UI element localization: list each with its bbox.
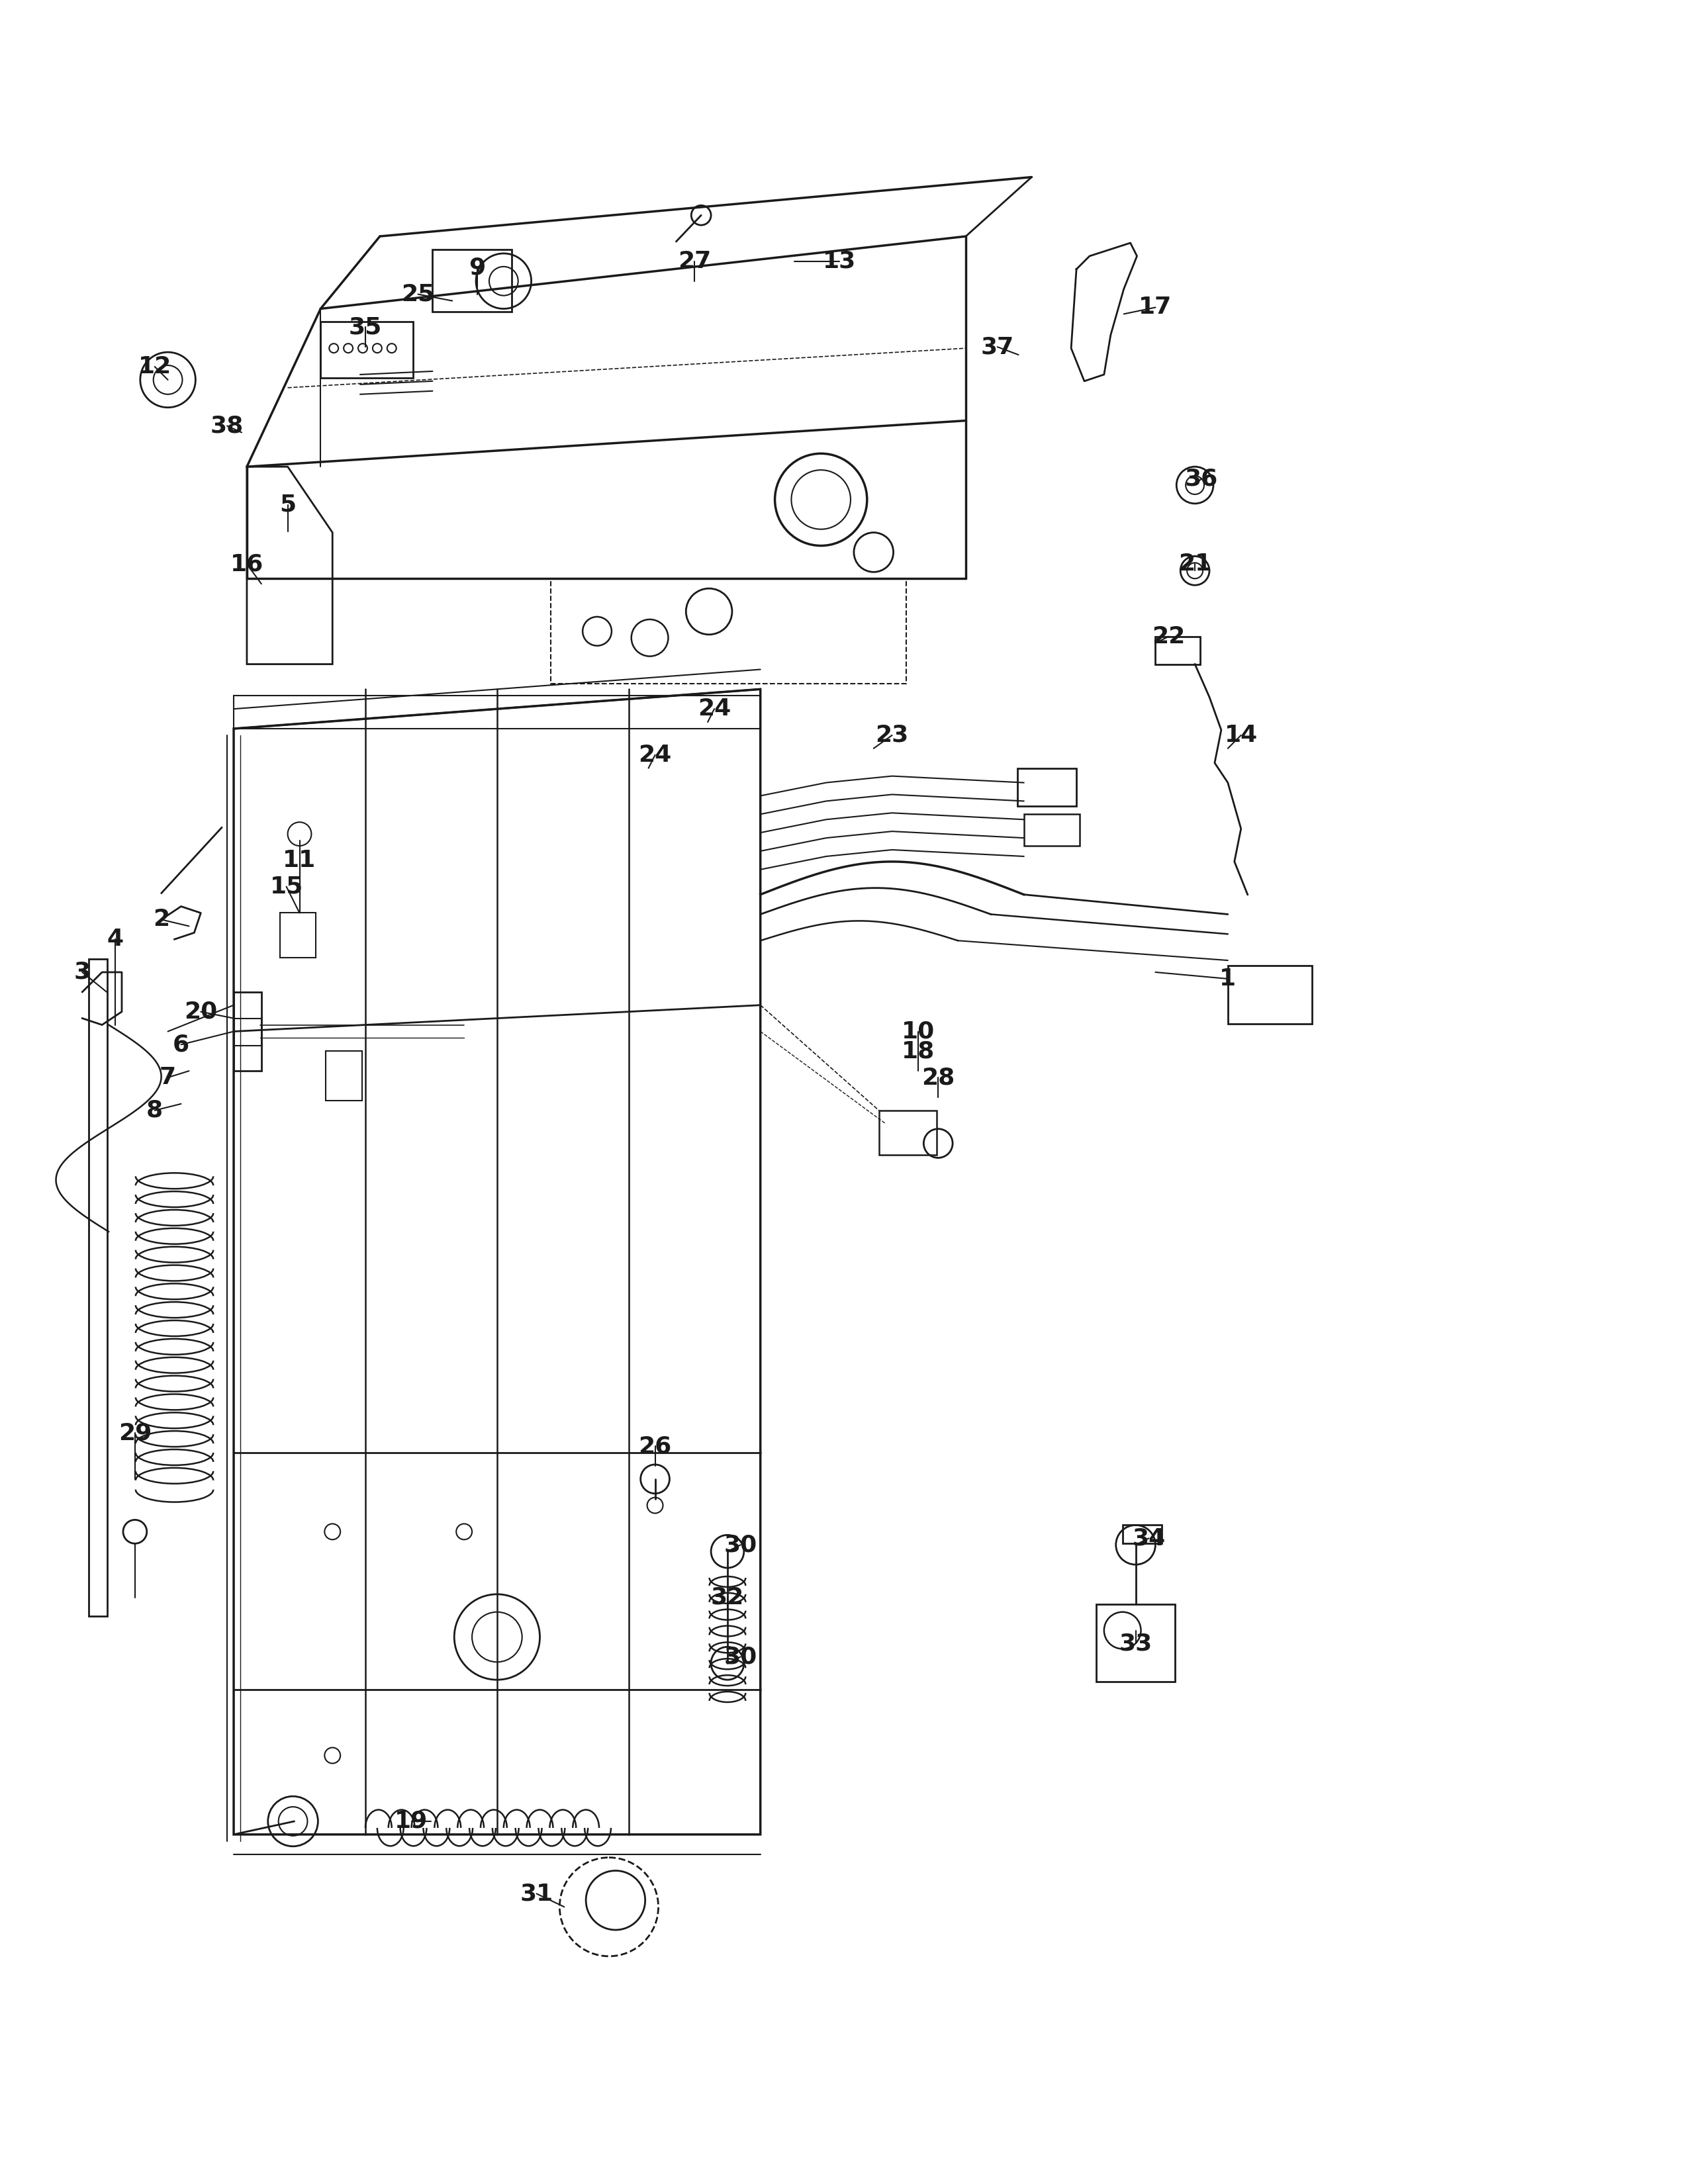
Circle shape bbox=[692, 205, 711, 225]
Circle shape bbox=[344, 343, 353, 354]
Circle shape bbox=[287, 821, 311, 845]
Bar bbox=[550, 579, 906, 684]
Bar bbox=[1023, 815, 1080, 845]
Text: 15: 15 bbox=[270, 876, 304, 898]
Text: 8: 8 bbox=[147, 1099, 164, 1123]
Circle shape bbox=[387, 343, 397, 354]
Text: 10: 10 bbox=[901, 1020, 935, 1042]
Text: 1: 1 bbox=[1219, 968, 1236, 989]
Bar bbox=[280, 913, 316, 959]
Text: 28: 28 bbox=[922, 1066, 955, 1090]
Text: 24: 24 bbox=[638, 745, 672, 767]
Bar bbox=[1123, 1524, 1161, 1544]
Text: 23: 23 bbox=[876, 725, 908, 747]
Text: 9: 9 bbox=[469, 258, 486, 280]
Text: 4: 4 bbox=[106, 928, 123, 950]
Bar bbox=[1227, 965, 1312, 1024]
Text: 6: 6 bbox=[172, 1033, 189, 1055]
Text: 36: 36 bbox=[1185, 467, 1219, 489]
Circle shape bbox=[329, 343, 338, 354]
Text: 37: 37 bbox=[981, 336, 1014, 358]
Bar bbox=[879, 1109, 937, 1155]
Text: 27: 27 bbox=[679, 251, 711, 273]
Text: 12: 12 bbox=[138, 356, 172, 378]
Text: 3: 3 bbox=[74, 961, 91, 983]
Text: 19: 19 bbox=[395, 1811, 429, 1832]
Text: 31: 31 bbox=[520, 1883, 554, 1904]
Text: 25: 25 bbox=[402, 284, 436, 306]
Text: 24: 24 bbox=[697, 697, 731, 721]
Text: 35: 35 bbox=[349, 317, 381, 339]
Text: 13: 13 bbox=[822, 251, 856, 273]
Text: 16: 16 bbox=[230, 553, 263, 574]
Text: 17: 17 bbox=[1139, 297, 1171, 319]
Bar bbox=[321, 321, 414, 378]
Bar bbox=[1018, 769, 1077, 806]
Text: 2: 2 bbox=[154, 909, 169, 930]
Text: 30: 30 bbox=[724, 1533, 758, 1557]
Text: 11: 11 bbox=[284, 850, 316, 871]
Text: 38: 38 bbox=[211, 415, 243, 437]
Text: 22: 22 bbox=[1151, 625, 1185, 649]
Bar bbox=[233, 697, 760, 729]
Text: 7: 7 bbox=[160, 1066, 176, 1090]
Text: 29: 29 bbox=[118, 1422, 152, 1444]
Bar bbox=[89, 959, 108, 1616]
Bar bbox=[1155, 636, 1200, 664]
Text: 14: 14 bbox=[1224, 725, 1258, 747]
Text: 21: 21 bbox=[1178, 553, 1212, 574]
Bar bbox=[1096, 1603, 1175, 1682]
Text: 18: 18 bbox=[901, 1040, 935, 1061]
Text: 26: 26 bbox=[638, 1435, 672, 1457]
Bar bbox=[233, 1018, 262, 1046]
Bar bbox=[432, 249, 511, 312]
Text: 34: 34 bbox=[1133, 1527, 1165, 1548]
Circle shape bbox=[373, 343, 381, 354]
Text: 30: 30 bbox=[724, 1645, 758, 1669]
Text: 20: 20 bbox=[184, 1000, 218, 1022]
Circle shape bbox=[358, 343, 368, 354]
Text: 5: 5 bbox=[280, 494, 295, 515]
Text: 32: 32 bbox=[711, 1586, 744, 1610]
Text: 33: 33 bbox=[1119, 1631, 1153, 1655]
Bar bbox=[326, 1051, 363, 1101]
